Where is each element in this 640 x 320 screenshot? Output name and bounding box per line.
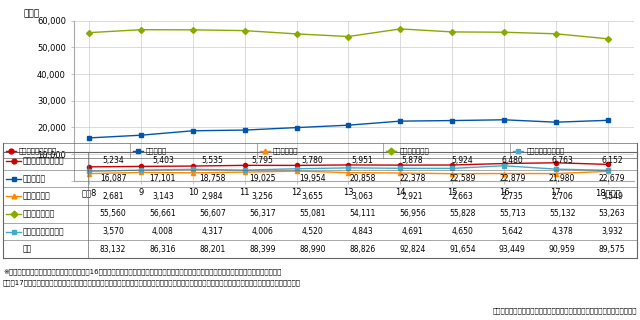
Text: 5,535: 5,535	[202, 156, 224, 165]
Text: 22,679: 22,679	[599, 174, 625, 183]
Text: 20,858: 20,858	[349, 174, 376, 183]
Text: 放送受信料: 放送受信料	[146, 147, 167, 154]
Text: 5,234: 5,234	[102, 156, 124, 165]
Text: 4,650: 4,650	[451, 227, 473, 236]
Text: 55,560: 55,560	[100, 209, 126, 218]
Text: 4,691: 4,691	[401, 227, 423, 236]
Text: 総務省「家計調査」（二人以上の世帯（農林漁家世帯を除く））により作成: 総務省「家計調査」（二人以上の世帯（農林漁家世帯を除く））により作成	[493, 308, 637, 314]
Text: 5,951: 5,951	[351, 156, 373, 165]
Text: 放送受信料: 放送受信料	[23, 174, 46, 183]
Text: 6,480: 6,480	[501, 156, 523, 165]
Text: 合計: 合計	[23, 245, 32, 254]
Text: 2,706: 2,706	[551, 192, 573, 201]
Text: 2,663: 2,663	[451, 192, 473, 201]
Text: 4,006: 4,006	[252, 227, 274, 236]
Text: 3,570: 3,570	[102, 227, 124, 236]
Text: 4,843: 4,843	[351, 227, 373, 236]
Text: テレビゲーム: テレビゲーム	[273, 147, 298, 154]
Text: 3,063: 3,063	[351, 192, 373, 201]
Text: 54,111: 54,111	[349, 209, 376, 218]
Text: 17,101: 17,101	[150, 174, 176, 183]
Text: 53,263: 53,263	[599, 209, 625, 218]
Text: 22,879: 22,879	[499, 174, 525, 183]
Text: 6,152: 6,152	[601, 156, 623, 165]
Text: 2,681: 2,681	[102, 192, 124, 201]
Text: 5,642: 5,642	[501, 227, 523, 236]
Text: 92,824: 92,824	[399, 245, 426, 254]
Text: 3,932: 3,932	[601, 227, 623, 236]
Text: 3,549: 3,549	[601, 192, 623, 201]
Text: 3,143: 3,143	[152, 192, 173, 201]
Text: 88,990: 88,990	[300, 245, 326, 254]
Text: 平成17年以降は「音楽・映像収録済メディア」の値となっている。また「書籍他の印刷物」は「新聞」「雑誌・週刊誌」「書籍」「他の印刷物」の合計: 平成17年以降は「音楽・映像収録済メディア」の値となっている。また「書籍他の印刷…	[3, 279, 301, 286]
Text: 86,316: 86,316	[150, 245, 176, 254]
Text: 21,980: 21,980	[549, 174, 575, 183]
Text: （円）: （円）	[23, 10, 39, 19]
Text: 音楽・映像メディア: 音楽・映像メディア	[23, 227, 65, 236]
Text: 16,087: 16,087	[100, 174, 126, 183]
Text: 83,132: 83,132	[100, 245, 126, 254]
Text: 91,654: 91,654	[449, 245, 476, 254]
Text: 56,317: 56,317	[250, 209, 276, 218]
Text: ※　「音楽・映像メディア」について、平成16年までは「オーディオ・ビデオディスク」「オーディオ・ビデオ収録済テープ」の合計であり、: ※ 「音楽・映像メディア」について、平成16年までは「オーディオ・ビデオディスク…	[3, 268, 282, 275]
Text: 22,378: 22,378	[399, 174, 426, 183]
Text: 88,201: 88,201	[200, 245, 226, 254]
Text: 6,763: 6,763	[551, 156, 573, 165]
Text: 88,826: 88,826	[349, 245, 376, 254]
Text: 5,878: 5,878	[401, 156, 423, 165]
Text: 55,132: 55,132	[549, 209, 575, 218]
Text: 55,828: 55,828	[449, 209, 476, 218]
Text: 56,661: 56,661	[150, 209, 176, 218]
Text: 5,403: 5,403	[152, 156, 174, 165]
Text: 90,959: 90,959	[548, 245, 575, 254]
Text: 3,256: 3,256	[252, 192, 273, 201]
Text: 18,758: 18,758	[200, 174, 226, 183]
Text: 4,378: 4,378	[551, 227, 573, 236]
Text: 89,575: 89,575	[599, 245, 625, 254]
Text: 56,607: 56,607	[200, 209, 226, 218]
Text: 55,081: 55,081	[300, 209, 326, 218]
Text: 55,713: 55,713	[499, 209, 525, 218]
Text: 4,520: 4,520	[301, 227, 323, 236]
Text: 書籍他の印刷物: 書籍他の印刷物	[399, 147, 429, 154]
Text: テレビゲーム: テレビゲーム	[23, 192, 51, 201]
Text: 音楽・映像メディア: 音楽・映像メディア	[526, 147, 564, 154]
Text: 書籍他の印刷物: 書籍他の印刷物	[23, 209, 56, 218]
Text: 4,008: 4,008	[152, 227, 173, 236]
Text: 映画・演劇等入場料: 映画・演劇等入場料	[19, 147, 57, 154]
Text: 3,655: 3,655	[301, 192, 324, 201]
Text: 2,984: 2,984	[202, 192, 223, 201]
Text: 5,795: 5,795	[252, 156, 274, 165]
Text: 19,025: 19,025	[250, 174, 276, 183]
Text: 2,735: 2,735	[501, 192, 523, 201]
Text: 88,399: 88,399	[250, 245, 276, 254]
Text: 映画・演劇等入場料: 映画・演劇等入場料	[23, 156, 65, 165]
Text: 22,589: 22,589	[449, 174, 476, 183]
Text: 93,449: 93,449	[499, 245, 525, 254]
Text: 56,956: 56,956	[399, 209, 426, 218]
Text: 5,780: 5,780	[301, 156, 323, 165]
Text: 19,954: 19,954	[300, 174, 326, 183]
Text: 2,921: 2,921	[402, 192, 423, 201]
Text: 4,317: 4,317	[202, 227, 223, 236]
Text: 5,924: 5,924	[451, 156, 473, 165]
